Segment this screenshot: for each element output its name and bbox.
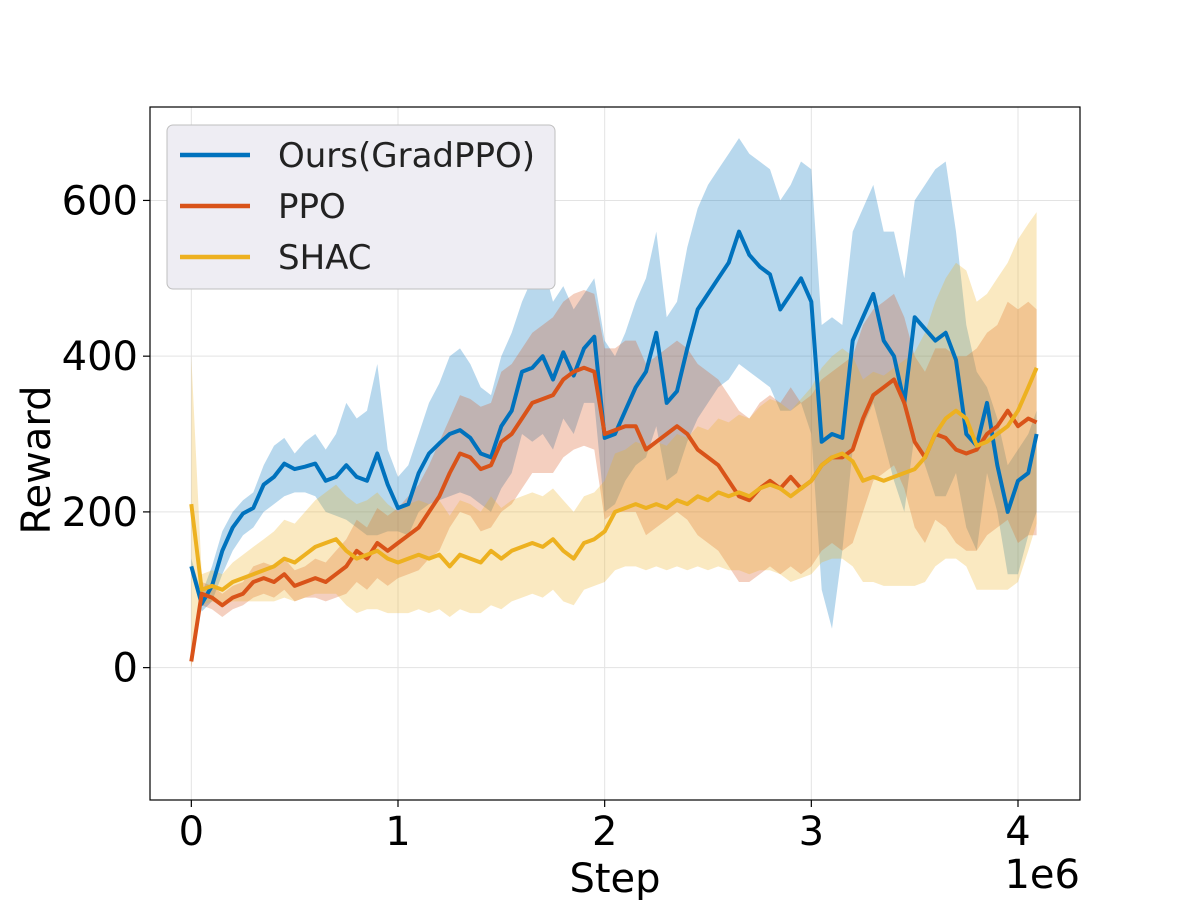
y-tick-label: 400 (62, 334, 138, 380)
y-axis-label: Reward (14, 386, 60, 535)
x-tick-label: 3 (799, 809, 824, 855)
y-tick-label: 0 (113, 646, 138, 692)
legend-label-gradppo: Ours(GradPPO) (278, 136, 535, 176)
x-tick-label: 1 (385, 809, 410, 855)
legend-label-ppo: PPO (278, 187, 346, 227)
y-tick-label: 200 (62, 490, 138, 536)
x-tick-label: 4 (1005, 809, 1030, 855)
x-axis-label: Step (569, 856, 660, 900)
legend-label-shac: SHAC (278, 238, 372, 278)
x-tick-label: 2 (592, 809, 617, 855)
legend: Ours(GradPPO) PPO SHAC (167, 125, 555, 289)
y-tick-label: 600 (62, 178, 138, 224)
x-axis-offset-label: 1e6 (1004, 852, 1080, 898)
x-tick-label: 0 (179, 809, 204, 855)
